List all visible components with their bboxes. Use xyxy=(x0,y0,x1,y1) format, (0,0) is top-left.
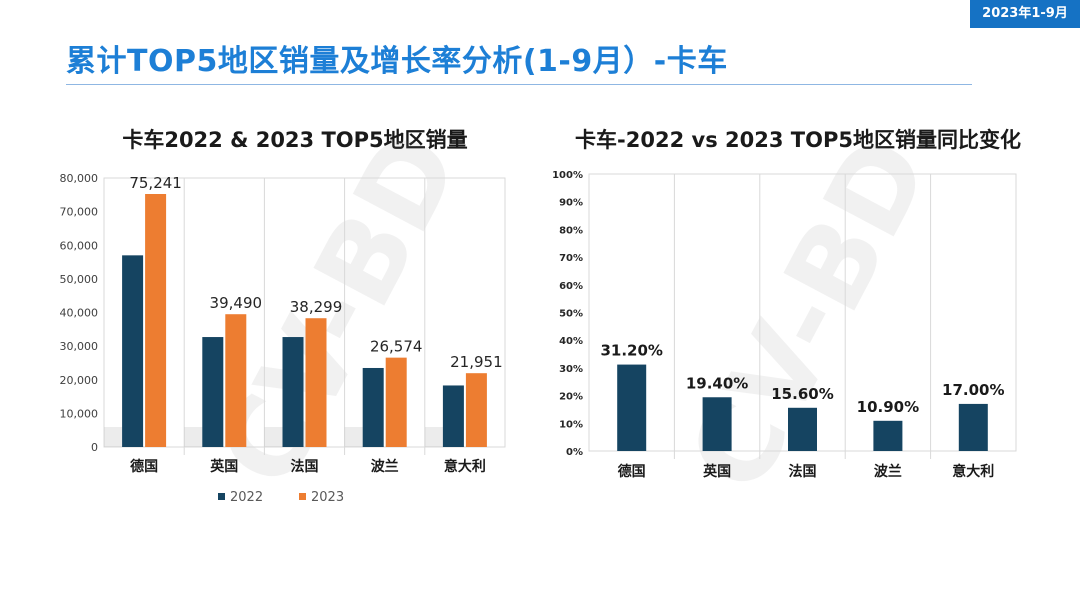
chart2-y-tick-label: 90% xyxy=(559,198,583,209)
chart2-y-tick-label: 40% xyxy=(559,336,583,347)
chart1-x-tick-label: 波兰 xyxy=(371,458,399,475)
chart2-title: 卡车-2022 vs 2023 TOP5地区销量同比变化 xyxy=(575,128,1021,152)
chart2-data-label: 10.90% xyxy=(857,398,919,416)
chart2-bar xyxy=(958,403,988,451)
date-badge: 2023年1-9月 xyxy=(970,0,1080,28)
chart1-y-tick-label: 50,000 xyxy=(60,273,99,286)
chart1-x-tick-label: 法国 xyxy=(291,458,319,475)
chart2-data-label: 17.00% xyxy=(942,381,1004,399)
chart2-bar xyxy=(617,364,647,451)
chart2-y-tick-label: 20% xyxy=(559,392,583,403)
chart2-x-tick-label: 德国 xyxy=(618,463,646,480)
chart2-y-tick-label: 10% xyxy=(559,419,583,430)
chart1-y-tick-label: 30,000 xyxy=(60,340,99,353)
chart1-legend-label-2022: 2022 xyxy=(230,490,263,505)
chart2-y-tick-label: 80% xyxy=(559,225,583,236)
chart1-bar-2022 xyxy=(362,367,384,447)
chart1-bar-2022 xyxy=(282,337,304,447)
title-divider xyxy=(66,84,972,85)
chart1-y-tick-label: 0 xyxy=(91,441,98,454)
chart1-y-tick-label: 10,000 xyxy=(60,407,99,420)
chart1-bar-2023 xyxy=(225,314,247,447)
chart2-x-tick-label: 意大利 xyxy=(952,463,994,480)
chart2-x-tick-label: 法国 xyxy=(789,463,817,480)
chart2-y-tick-label: 0% xyxy=(566,447,583,458)
chart2-bar xyxy=(702,397,732,451)
chart2-y-tick-label: 70% xyxy=(559,253,583,264)
chart1-legend-swatch-2023 xyxy=(299,493,306,500)
chart2-data-label: 19.40% xyxy=(686,374,748,392)
chart1-data-label: 21,951 xyxy=(450,353,503,371)
chart2-y-tick-label: 100% xyxy=(552,170,583,181)
chart2-data-label: 15.60% xyxy=(771,385,833,403)
chart2-x-tick-label: 波兰 xyxy=(874,463,902,480)
chart1-legend-swatch-2022 xyxy=(218,493,225,500)
chart1-y-tick-label: 70,000 xyxy=(60,206,99,219)
chart1-y-tick-label: 40,000 xyxy=(60,307,99,320)
chart1-bar-2022 xyxy=(122,255,144,447)
chart2-y-tick-label: 50% xyxy=(559,309,583,320)
chart1-x-tick-label: 英国 xyxy=(209,458,238,475)
chart1-data-label: 39,490 xyxy=(210,294,263,312)
chart2-data-label: 31.20% xyxy=(600,342,662,360)
chart2-bar xyxy=(788,407,817,451)
chart1-bar-2022 xyxy=(202,337,224,447)
chart1-bar-2023 xyxy=(145,194,167,447)
chart1-bar-2023 xyxy=(465,373,487,447)
chart1-bar-2023 xyxy=(385,357,407,447)
chart2-y-tick-label: 30% xyxy=(559,364,583,375)
chart1-title: 卡车2022 & 2023 TOP5地区销量 xyxy=(122,128,468,152)
chart2-x-tick-label: 英国 xyxy=(702,463,731,480)
chart2-y-tick-label: 60% xyxy=(559,281,583,292)
chart1-legend-label-2023: 2023 xyxy=(311,490,344,505)
chart1-x-tick-label: 意大利 xyxy=(444,458,486,475)
chart1-y-tick-label: 80,000 xyxy=(60,172,99,185)
chart1-bar-2022 xyxy=(442,385,464,447)
chart1-y-tick-label: 20,000 xyxy=(60,374,99,387)
chart1-data-label: 38,299 xyxy=(290,298,343,316)
chart1-y-tick-label: 60,000 xyxy=(60,239,99,252)
chart1-data-label: 75,241 xyxy=(129,174,182,192)
chart1-x-tick-label: 德国 xyxy=(130,458,158,475)
page-title: 累计TOP5地区销量及增长率分析(1-9月）-卡车 xyxy=(66,44,728,79)
chart1-plot-frame xyxy=(103,177,506,448)
chart1-bar-2023 xyxy=(305,318,327,447)
chart2-bar xyxy=(873,420,903,451)
chart1-data-label: 26,574 xyxy=(370,338,423,356)
